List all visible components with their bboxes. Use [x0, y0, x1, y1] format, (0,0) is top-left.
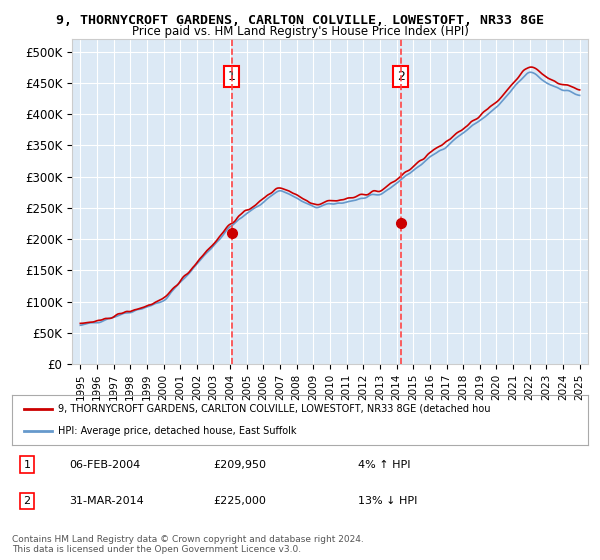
Text: HPI: Average price, detached house, East Suffolk: HPI: Average price, detached house, East… — [58, 426, 296, 436]
Text: 9, THORNYCROFT GARDENS, CARLTON COLVILLE, LOWESTOFT, NR33 8GE (detached hou: 9, THORNYCROFT GARDENS, CARLTON COLVILLE… — [58, 404, 491, 414]
Text: 4% ↑ HPI: 4% ↑ HPI — [358, 460, 410, 470]
Text: £225,000: £225,000 — [214, 496, 266, 506]
Text: 2: 2 — [23, 496, 31, 506]
Text: Contains HM Land Registry data © Crown copyright and database right 2024.
This d: Contains HM Land Registry data © Crown c… — [12, 535, 364, 554]
Text: 13% ↓ HPI: 13% ↓ HPI — [358, 496, 417, 506]
Text: 9, THORNYCROFT GARDENS, CARLTON COLVILLE, LOWESTOFT, NR33 8GE: 9, THORNYCROFT GARDENS, CARLTON COLVILLE… — [56, 14, 544, 27]
Text: 2: 2 — [397, 70, 404, 83]
Text: Price paid vs. HM Land Registry's House Price Index (HPI): Price paid vs. HM Land Registry's House … — [131, 25, 469, 38]
Text: 31-MAR-2014: 31-MAR-2014 — [70, 496, 145, 506]
Text: £209,950: £209,950 — [214, 460, 266, 470]
Text: 1: 1 — [227, 70, 236, 83]
Text: 06-FEB-2004: 06-FEB-2004 — [70, 460, 141, 470]
Text: 1: 1 — [23, 460, 31, 470]
